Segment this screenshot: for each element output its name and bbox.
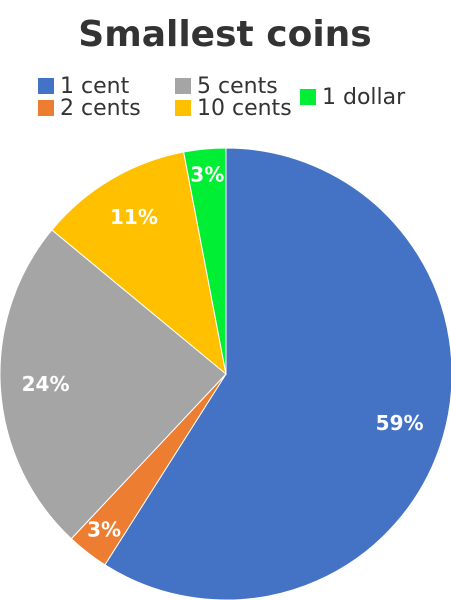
slice-label: 24% [22,372,70,396]
legend-swatch [175,100,191,116]
chart-title: Smallest coins [78,14,371,55]
legend-swatch [175,78,191,94]
legend-label: 1 dollar [322,85,406,110]
slice-label: 3% [87,518,121,542]
legend-label: 2 cents [60,96,141,121]
legend-label: 5 cents [197,74,278,99]
slice-label: 11% [110,205,158,229]
legend-swatch [300,89,316,105]
legend-label: 10 cents [197,96,292,121]
slice-label: 3% [190,163,224,187]
pie-slice [0,229,227,540]
pie-slice [51,151,227,376]
pie-slice [183,147,227,375]
legend-swatch [38,78,54,94]
slice-label: 59% [376,411,424,435]
legend-label: 1 cent [60,74,130,99]
legend-swatch [38,100,54,116]
